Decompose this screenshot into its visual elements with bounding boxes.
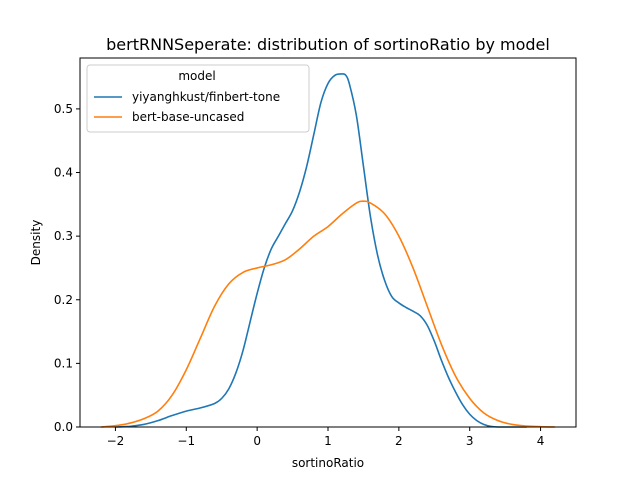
x-tick-label: 0	[253, 434, 261, 448]
x-tick-label: 3	[466, 434, 474, 448]
x-tick-label: −2	[107, 434, 125, 448]
y-tick-label: 0.0	[54, 420, 73, 434]
y-tick-label: 0.1	[54, 356, 73, 370]
x-tick-label: 2	[395, 434, 403, 448]
legend-title: model	[178, 69, 215, 83]
y-tick-label: 0.5	[54, 102, 73, 116]
x-tick-label: −1	[177, 434, 195, 448]
series-line-0	[114, 73, 528, 428]
chart-title: bertRNNSeperate: distribution of sortino…	[106, 35, 550, 54]
x-axis-label: sortinoRatio	[292, 456, 364, 470]
x-tick-label: 4	[537, 434, 545, 448]
legend-box	[86, 64, 310, 133]
y-axis-ticks: 0.0 0.1 0.2 0.3 0.4 0.5	[54, 102, 80, 434]
x-axis-ticks: −2 −1 0 1 2 3 4	[107, 427, 545, 448]
legend-entries: yiyanghkust/finbert-tone bert-base-uncase…	[94, 90, 280, 124]
x-tick-label: 1	[324, 434, 332, 448]
legend-label-1: bert-base-uncased	[132, 110, 244, 124]
y-tick-label: 0.2	[54, 293, 73, 307]
legend-label-0: yiyanghkust/finbert-tone	[132, 90, 280, 104]
y-axis-label: Density	[29, 220, 43, 266]
legend: model yiyanghkust/finbert-tone bert-base-…	[86, 64, 310, 133]
series-line-1	[100, 200, 556, 428]
y-tick-label: 0.4	[54, 166, 73, 180]
series-layer	[100, 73, 556, 428]
y-tick-label: 0.3	[54, 229, 73, 243]
